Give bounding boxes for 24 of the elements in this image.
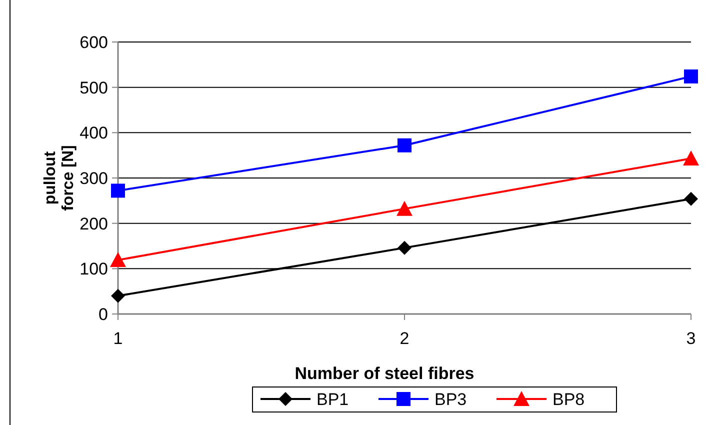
y-tick-label: 500 <box>80 78 108 98</box>
point <box>398 138 412 152</box>
point <box>398 240 412 255</box>
legend-label: BP1 <box>316 390 349 409</box>
point <box>111 184 125 198</box>
y-tick-label: 300 <box>80 168 108 188</box>
y-tick-label: 400 <box>80 124 108 143</box>
point <box>110 252 126 268</box>
x-tick-label: 1 <box>113 329 123 348</box>
x-axis-title: Number of steel fibres <box>294 364 474 383</box>
y-tick-label: 200 <box>80 214 108 234</box>
y-tick-label: 600 <box>80 32 108 52</box>
point <box>684 192 698 206</box>
y-tick-label: 0 <box>98 304 108 324</box>
y-axis-title: pullout force [N] <box>42 145 78 211</box>
point <box>683 150 699 166</box>
y-tick-label: 100 <box>80 260 108 279</box>
point <box>111 288 125 303</box>
x-tick-label: 2 <box>400 329 410 348</box>
legend-label: BP8 <box>552 390 585 409</box>
x-tick-label: 3 <box>686 329 696 348</box>
point <box>396 200 412 216</box>
legend-label: BP3 <box>434 390 467 409</box>
point <box>684 69 698 84</box>
